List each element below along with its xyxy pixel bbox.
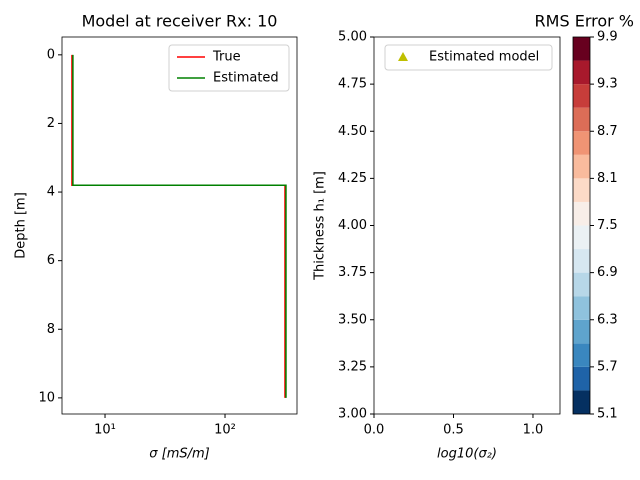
axes-frame — [61, 36, 298, 415]
y-axis-label: Depth [m] — [14, 192, 29, 259]
x-axis-label: log10(σ₂) — [437, 447, 497, 462]
legend-label: True — [212, 50, 241, 65]
y-tick-label: 8.1 — [597, 171, 618, 186]
y-tick-label: 10 — [38, 390, 55, 405]
colorbar-band — [573, 366, 590, 391]
colorbar-band — [573, 343, 590, 367]
x-axis-label: σ [mS/m] — [149, 447, 209, 462]
y-tick-label: 8 — [47, 322, 55, 337]
x-tick-label: 10¹ — [94, 423, 116, 438]
colorbar-band — [573, 390, 590, 414]
x-tick-label: 0.5 — [443, 423, 464, 438]
data-line — [72, 54, 287, 398]
x-tick-label: 10² — [214, 423, 236, 438]
legend-label: Estimated model — [429, 50, 539, 65]
y-tick-label: 6 — [47, 253, 55, 268]
y-tick-label: 4.25 — [338, 171, 367, 186]
y-tick-label: 9.3 — [597, 77, 618, 92]
y-tick-label: 3.50 — [338, 312, 367, 327]
y-tick-label: 7.5 — [597, 218, 618, 233]
colorbar-band — [573, 154, 590, 179]
y-tick-label: 4.50 — [338, 124, 367, 139]
y-tick-label: 6.9 — [597, 265, 618, 280]
y-tick-label: 4.75 — [338, 77, 367, 92]
y-tick-label: 6.3 — [597, 312, 618, 327]
y-tick-label: 4 — [47, 185, 55, 200]
y-tick-label: 0 — [47, 47, 55, 62]
colorbar-band — [573, 272, 590, 297]
legend-swatch — [398, 52, 408, 61]
colorbar-band — [573, 84, 590, 108]
x-tick-label: 1.0 — [523, 423, 544, 438]
legend-label: Estimated — [213, 71, 279, 86]
data-line — [71, 54, 286, 398]
colorbar-band — [573, 249, 590, 273]
y-tick-label: 5.00 — [338, 30, 367, 45]
colorbar-band — [573, 296, 590, 320]
chart-title: Model at receiver Rx: 10 — [82, 12, 278, 31]
colorbar-band — [573, 225, 590, 250]
colorbar-band — [573, 178, 590, 202]
y-tick-label: 5.1 — [597, 407, 618, 422]
y-tick-label: 2 — [47, 116, 55, 131]
y-tick-label: 9.9 — [597, 30, 618, 45]
y-tick-label: 8.7 — [597, 124, 618, 139]
colorbar-band — [573, 201, 590, 226]
colorbar-band — [573, 131, 590, 155]
legend-box — [384, 44, 553, 71]
y-tick-label: 3.25 — [338, 359, 367, 374]
axes-frame — [373, 36, 561, 415]
colorbar-band — [573, 37, 590, 61]
x-tick-label: 0.0 — [364, 423, 385, 438]
y-axis-label: Thickness h₁ [m] — [313, 171, 328, 281]
colorbar-band — [573, 319, 590, 344]
y-tick-label: 5.7 — [597, 359, 618, 374]
y-tick-label: 3.00 — [338, 407, 367, 422]
colorbar-band — [573, 60, 590, 85]
y-tick-label: 4.00 — [338, 218, 367, 233]
colorbar-band — [573, 107, 590, 132]
y-tick-label: 3.75 — [338, 265, 367, 280]
colorbar-title: RMS Error % — [535, 12, 634, 31]
